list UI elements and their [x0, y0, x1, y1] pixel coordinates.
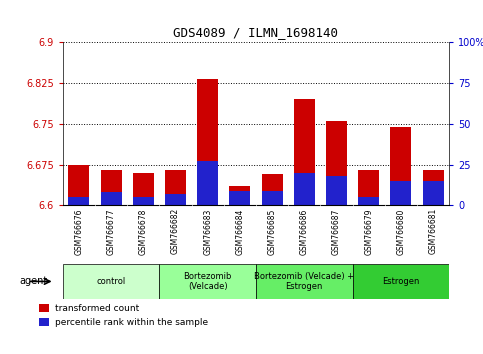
Bar: [39, 304, 49, 312]
Text: agent: agent: [19, 276, 47, 286]
Text: GSM766687: GSM766687: [332, 208, 341, 255]
Bar: [39, 318, 49, 326]
Bar: [159, 264, 256, 299]
Bar: [294, 173, 315, 205]
Bar: [294, 99, 315, 205]
Text: GSM766680: GSM766680: [397, 208, 405, 255]
Text: percentile rank within the sample: percentile rank within the sample: [55, 318, 208, 327]
Text: GSM766678: GSM766678: [139, 208, 148, 255]
Text: GSM766682: GSM766682: [171, 208, 180, 255]
Text: GSM766677: GSM766677: [107, 208, 115, 255]
Title: GDS4089 / ILMN_1698140: GDS4089 / ILMN_1698140: [173, 25, 339, 39]
Text: transformed count: transformed count: [55, 303, 139, 313]
Bar: [423, 181, 443, 205]
Bar: [256, 264, 353, 299]
Bar: [100, 192, 122, 205]
Bar: [133, 197, 154, 205]
Text: GSM766684: GSM766684: [235, 208, 244, 255]
Bar: [69, 197, 89, 205]
Bar: [390, 127, 412, 205]
Bar: [229, 186, 250, 205]
Bar: [262, 191, 283, 205]
Bar: [229, 191, 250, 205]
Text: GSM766683: GSM766683: [203, 208, 212, 255]
Text: Estrogen: Estrogen: [382, 277, 420, 286]
Text: GSM766679: GSM766679: [364, 208, 373, 255]
Bar: [423, 170, 443, 205]
Bar: [197, 161, 218, 205]
Bar: [358, 170, 379, 205]
Bar: [358, 197, 379, 205]
Text: GSM766676: GSM766676: [74, 208, 84, 255]
Bar: [390, 181, 412, 205]
Text: control: control: [97, 277, 126, 286]
Bar: [133, 173, 154, 205]
Bar: [262, 174, 283, 205]
Text: Bortezomib
(Velcade): Bortezomib (Velcade): [184, 272, 232, 291]
Bar: [165, 194, 186, 205]
Bar: [63, 264, 159, 299]
Bar: [100, 170, 122, 205]
Text: GSM766685: GSM766685: [268, 208, 277, 255]
Bar: [197, 79, 218, 205]
Text: GSM766686: GSM766686: [300, 208, 309, 255]
Bar: [165, 170, 186, 205]
Text: Bortezomib (Velcade) +
Estrogen: Bortezomib (Velcade) + Estrogen: [254, 272, 355, 291]
Bar: [326, 176, 347, 205]
Bar: [69, 165, 89, 205]
Bar: [326, 121, 347, 205]
Bar: [353, 264, 449, 299]
Text: GSM766681: GSM766681: [428, 208, 438, 255]
